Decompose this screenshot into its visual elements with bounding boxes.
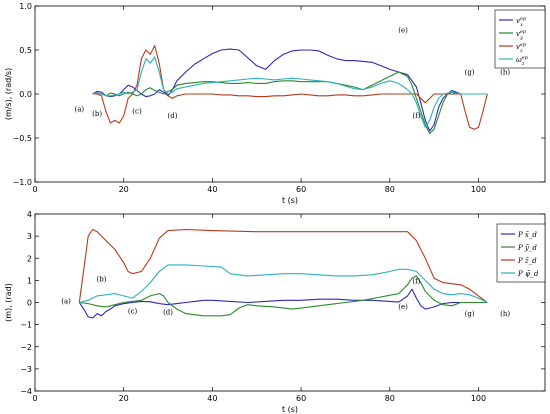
annotation-label: (f) — [412, 278, 420, 286]
x-tick-label: 20 — [119, 394, 129, 403]
x-tick-label: 60 — [296, 394, 306, 403]
legend-label: P ψ̃_d — [517, 269, 539, 278]
x-tick-label: 0 — [32, 394, 37, 403]
annotation-label: (e) — [398, 303, 408, 311]
annotation-label: (g) — [465, 310, 475, 318]
y-tick-label: −1 — [20, 321, 32, 330]
y-tick-label: −3 — [20, 365, 32, 374]
y-tick-label: −1.0 — [13, 178, 32, 187]
annotation-label: (f) — [412, 112, 420, 120]
y-tick-label: −0.5 — [13, 134, 32, 143]
y-axis-label: (m), (rad) — [4, 283, 13, 322]
legend-label: vep y — [516, 29, 527, 41]
annotation-label: (h) — [500, 310, 510, 318]
series-line — [92, 48, 488, 132]
annotation-label: (a) — [75, 106, 85, 114]
x-tick-label: 40 — [207, 394, 217, 403]
y-tick-label: 1.0 — [19, 2, 32, 11]
x-axis-label: t (s) — [282, 405, 298, 414]
x-tick-label: 0 — [32, 185, 37, 194]
annotation-label: (c) — [132, 107, 142, 115]
series-line — [79, 275, 488, 317]
annotation-label: (b) — [92, 110, 102, 118]
legend-label: P x̃_d — [517, 230, 537, 239]
legend-label: P z̃_d — [517, 256, 537, 265]
series-line — [79, 264, 488, 304]
x-tick-label: 80 — [385, 185, 395, 194]
y-axis-label: (m/s), (rad/s) — [4, 68, 13, 120]
series-line — [78, 288, 488, 319]
annotation-label: (a) — [61, 298, 71, 306]
annotation-label: (d) — [168, 112, 178, 120]
annotation-label: (g) — [465, 69, 475, 77]
annotation-label: (d) — [163, 309, 173, 317]
y-tick-label: 0 — [27, 299, 32, 308]
y-tick-label: −4 — [20, 387, 32, 396]
legend-label: P ỹ_d — [517, 244, 537, 252]
y-tick-label: 4 — [27, 210, 32, 219]
x-tick-label: 60 — [296, 185, 306, 194]
x-tick-label: 80 — [385, 394, 395, 403]
annotation-label: (e) — [398, 26, 408, 34]
legend-label: vep z — [516, 42, 527, 54]
legend-label: vep x — [516, 16, 527, 28]
x-tick-label: 100 — [471, 185, 486, 194]
series-line — [92, 56, 488, 128]
y-tick-label: 3 — [27, 232, 32, 241]
series-line — [92, 45, 488, 130]
x-tick-label: 100 — [471, 394, 486, 403]
top-chart: −1.0 −0.5 0.0 0.5 1.0 0 20 40 60 80 100 t (s) (m/s),… — [4, 2, 546, 205]
series-line — [78, 228, 488, 303]
y-tick-label: −2 — [20, 343, 32, 352]
y-tick-label: 1 — [27, 276, 32, 285]
x-tick-label: 20 — [119, 185, 129, 194]
y-tick-label: 0.0 — [19, 90, 32, 99]
y-tick-label: 0.5 — [19, 46, 32, 55]
annotation-label: (b) — [97, 275, 107, 283]
y-tick-label: 2 — [27, 254, 32, 263]
x-axis-label: t (s) — [282, 196, 298, 205]
annotation-label: (h) — [500, 69, 510, 77]
series-line — [92, 71, 488, 135]
x-tick-label: 40 — [207, 185, 217, 194]
annotation-label: (c) — [128, 308, 138, 316]
